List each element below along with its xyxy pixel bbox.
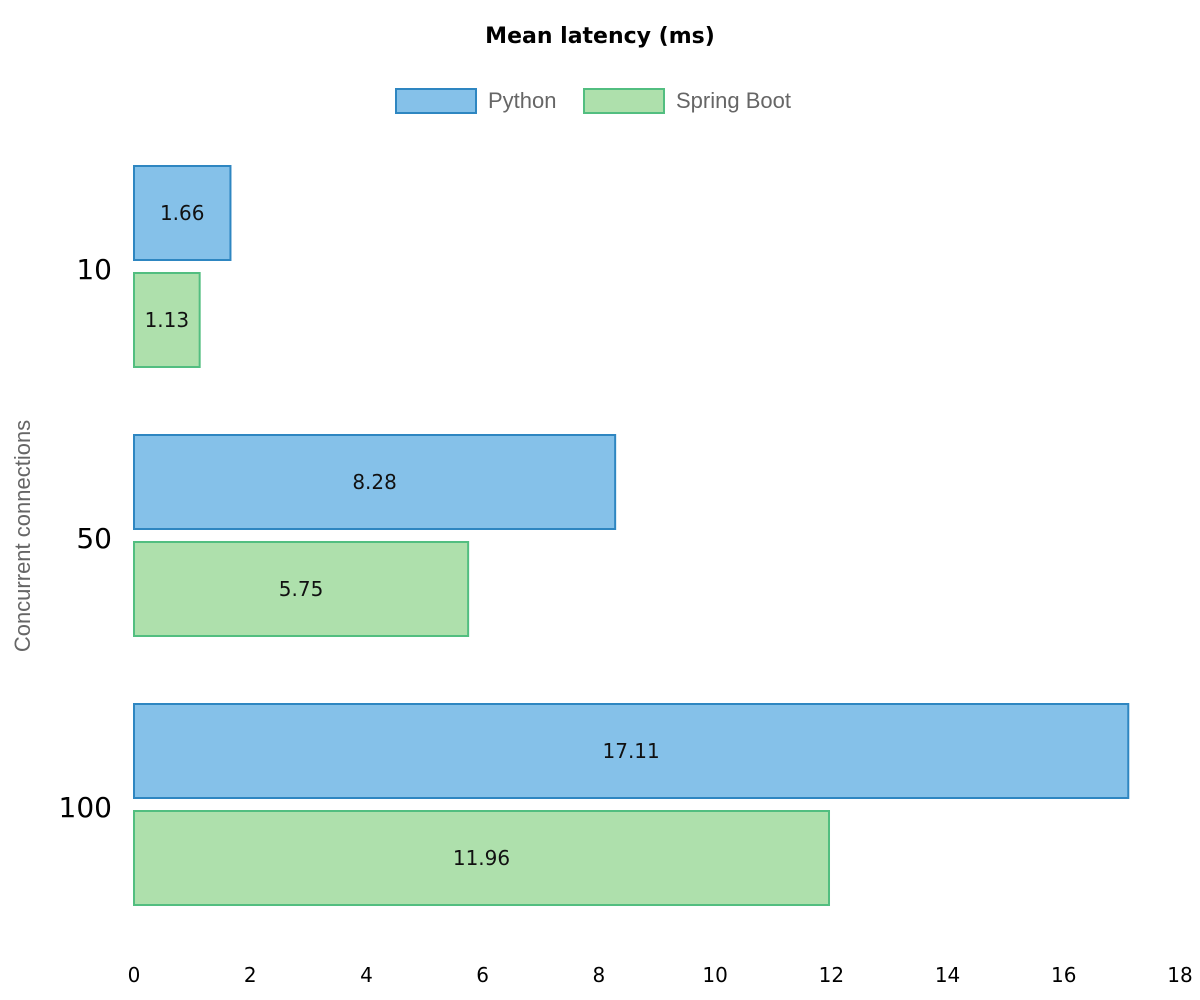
chart-legend: Python Spring Boot	[395, 88, 791, 114]
bar-python-50	[133, 434, 617, 530]
data-label: 17.11	[603, 739, 660, 763]
legend-label-1: Spring Boot	[676, 88, 791, 113]
bar-python-100	[133, 703, 1130, 799]
legend-label-0: Python	[488, 88, 557, 113]
y-tick-label: 50	[76, 522, 112, 555]
y-axis-ticks: 10 50 100	[59, 253, 112, 824]
bars	[133, 165, 1130, 906]
data-label: 1.13	[145, 308, 190, 332]
bar-spring-boot-10	[133, 272, 201, 368]
x-tick-label: 6	[476, 963, 489, 987]
x-tick-label: 10	[702, 963, 727, 987]
x-tick-label: 0	[128, 963, 141, 987]
bar-labels: 1.66 1.13 8.28 5.75 17.11 11.96	[145, 201, 660, 870]
x-tick-label: 8	[593, 963, 606, 987]
bar-spring-boot-100	[133, 810, 831, 906]
bar-python-10	[133, 165, 232, 261]
data-label: 1.66	[160, 201, 205, 225]
chart-title: Mean latency (ms)	[485, 24, 715, 49]
data-label: 8.28	[352, 470, 397, 494]
x-tick-label: 14	[935, 963, 960, 987]
y-axis-label: Concurrent connections	[10, 420, 35, 652]
bar-spring-boot-50	[133, 541, 470, 637]
x-tick-label: 16	[1051, 963, 1076, 987]
x-tick-label: 2	[244, 963, 257, 987]
data-label: 11.96	[453, 846, 510, 870]
data-label: 5.75	[279, 577, 324, 601]
x-axis-ticks: 0 2 4 6 8 10 12 14 16 18	[128, 963, 1193, 987]
x-tick-label: 4	[360, 963, 373, 987]
x-tick-label: 18	[1167, 963, 1192, 987]
y-tick-label: 10	[76, 253, 112, 286]
x-tick-label: 12	[819, 963, 844, 987]
legend-swatch-0	[395, 88, 477, 114]
y-tick-label: 100	[59, 791, 112, 824]
legend-swatch-1	[583, 88, 665, 114]
